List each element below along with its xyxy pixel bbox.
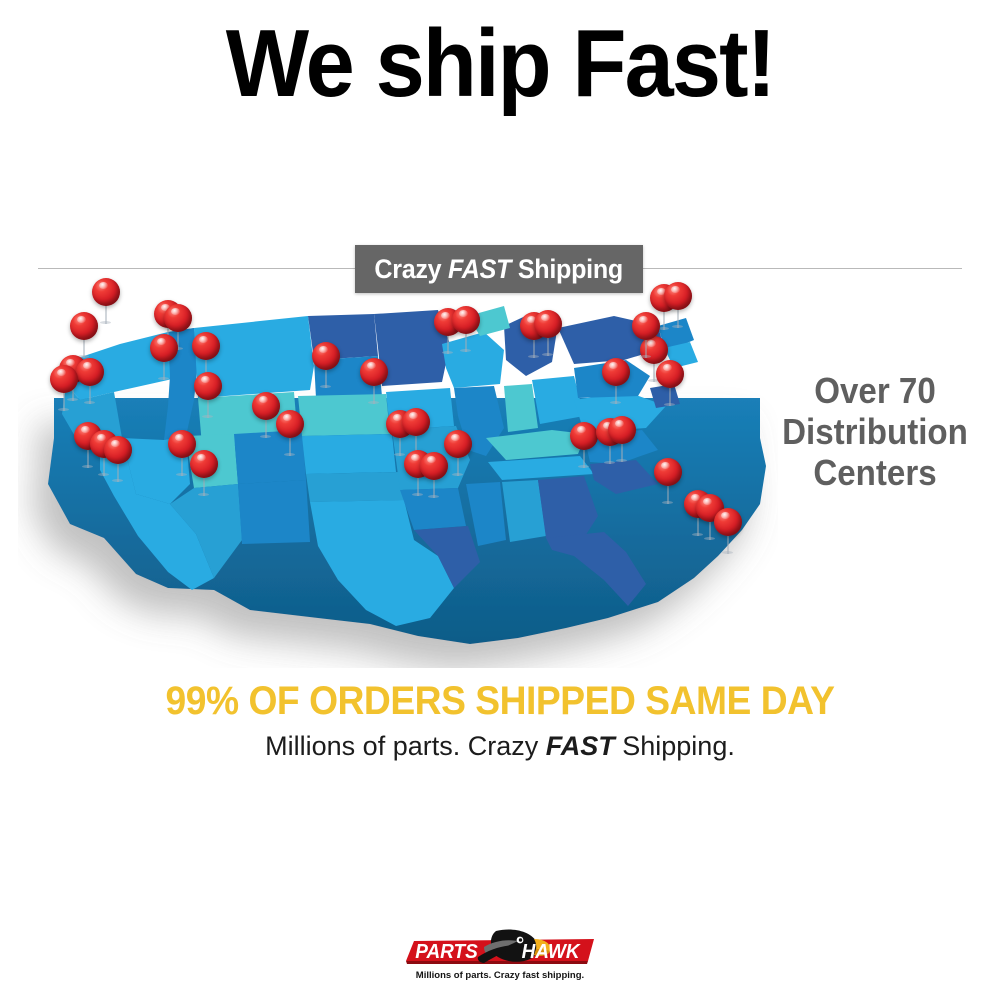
logo-word-parts: PARTS [415,941,478,964]
badge-suffix: Shipping [511,253,624,284]
logo-graphic: PARTS HAWK [406,929,594,964]
logo-tagline: Millions of parts. Crazy fast shipping. [415,970,585,981]
distribution-map [18,278,778,668]
tagline-emphasis: FAST [545,731,615,761]
tagline-suffix: Shipping. [614,731,735,761]
callout-line-3: Centers [813,452,937,494]
callout-line-2: Distribution [782,411,968,453]
tagline: Millions of parts. Crazy FAST Shipping. [0,731,1000,762]
badge-emphasis: FAST [448,253,512,284]
crazy-fast-shipping-badge: Crazy FAST Shipping [355,245,643,293]
parts-hawk-logo: PARTS HAWK Millions of parts. Crazy fast… [400,925,600,987]
distribution-centers-callout: Over 70 Distribution Centers [769,370,981,493]
page-title: We ship Fast! [225,10,776,117]
tagline-prefix: Millions of parts. Crazy [265,731,546,761]
logo-word-hawk: HAWK [522,941,582,964]
badge-label: Crazy FAST Shipping [375,254,624,285]
same-day-shipping-headline: 99% OF ORDERS SHIPPED SAME DAY [165,679,835,723]
callout-line-1: Over 70 [814,370,936,411]
badge-prefix: Crazy [374,253,449,284]
usa-map-graphic [48,306,766,644]
